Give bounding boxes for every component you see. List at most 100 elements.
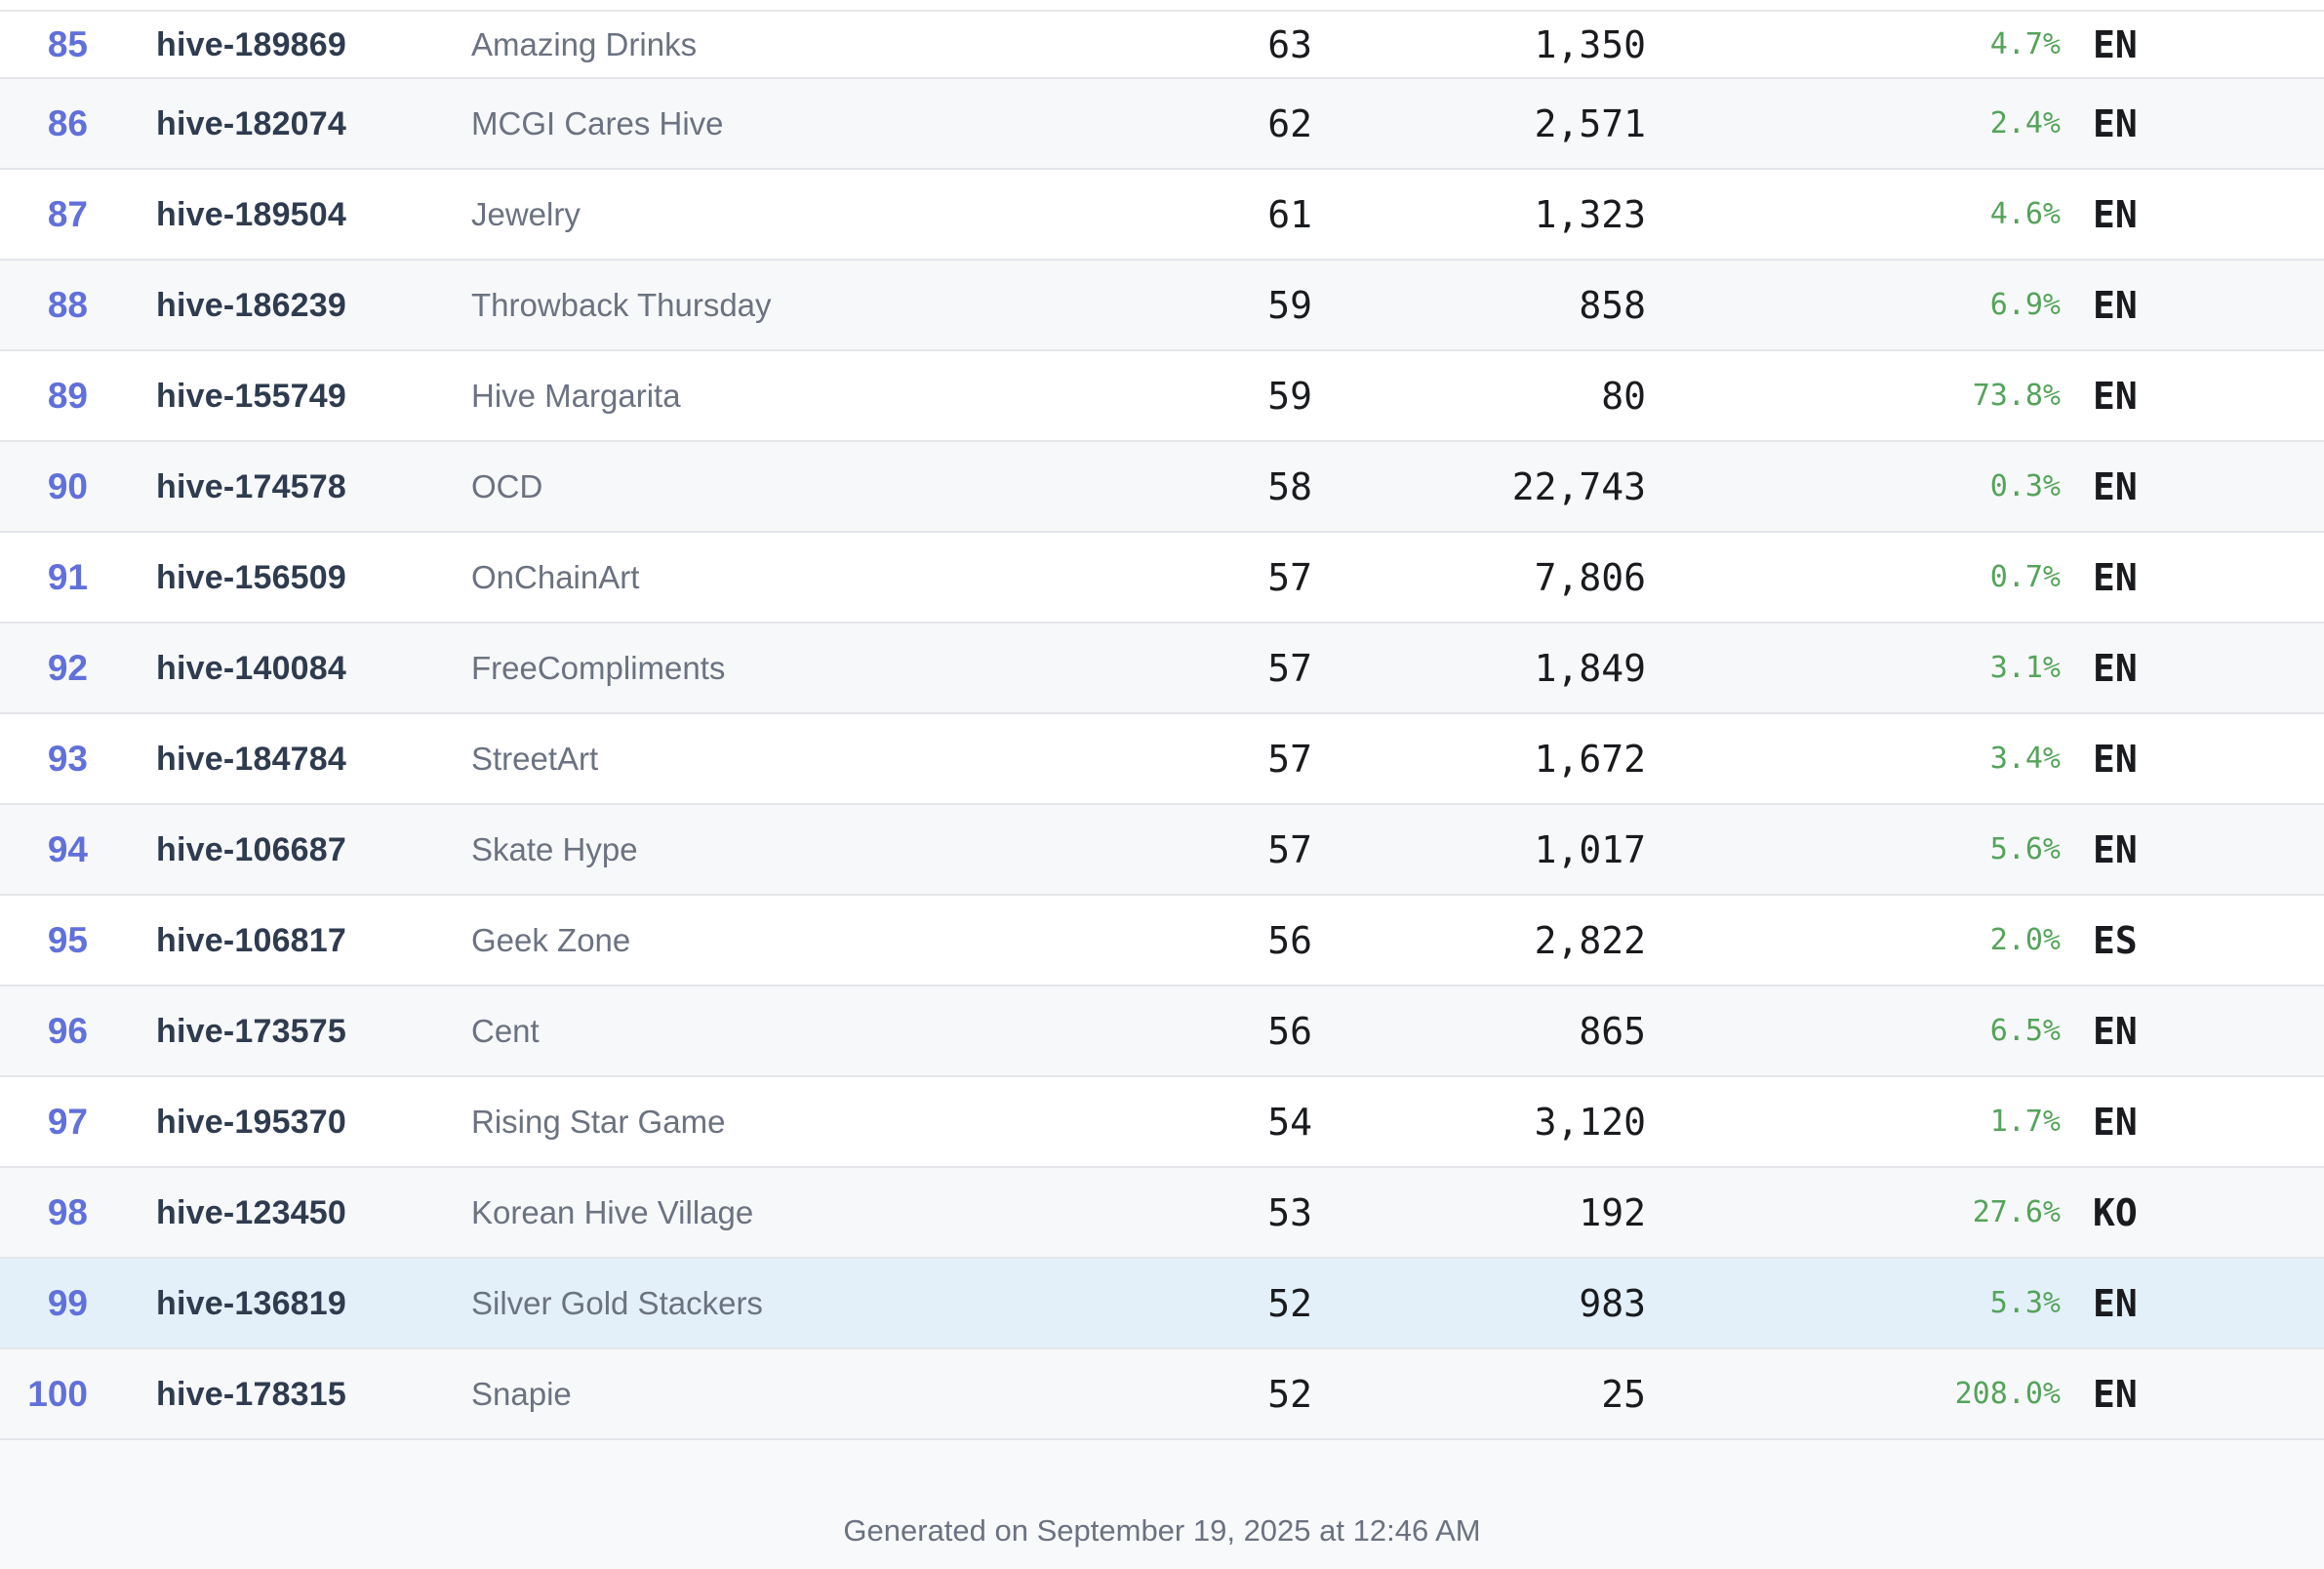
community-id: hive-174578 — [156, 467, 347, 505]
score-value: 62 — [1267, 101, 1312, 145]
table-row: 89 hive-155749 Hive Margarita 59 80 73.8% EN — [0, 351, 2324, 442]
rank-link[interactable]: 95 — [47, 920, 88, 960]
community-id: hive-156509 — [156, 558, 347, 596]
table-row: 95 hive-106817 Geek Zone 56 2,822 2.0% ES — [0, 896, 2324, 986]
subscribers-value: 80 — [1601, 374, 1646, 418]
score-value: 59 — [1267, 374, 1312, 418]
community-name: Skate Hype — [471, 831, 638, 867]
community-name: Hive Margarita — [471, 378, 681, 414]
community-id: hive-106687 — [156, 830, 347, 868]
community-name: Throwback Thursday — [471, 287, 772, 323]
subscribers-value: 3,120 — [1534, 1100, 1646, 1144]
language-code: ES — [2093, 918, 2138, 962]
rank-link[interactable]: 91 — [47, 557, 88, 597]
community-name: MCGI Cares Hive — [471, 105, 724, 141]
language-code: EN — [2093, 737, 2138, 781]
community-name: Cent — [471, 1013, 540, 1049]
leaderboard-table: 85 hive-189869 Amazing Drinks 63 1,350 4.7% EN… — [0, 12, 2324, 1440]
table-row: 86 hive-182074 MCGI Cares Hive 62 2,571 2.4% E… — [0, 79, 2324, 170]
top-divider — [0, 0, 2324, 12]
table-row: 91 hive-156509 OnChainArt 57 7,806 0.7% EN — [0, 533, 2324, 624]
rank-link[interactable]: 99 — [47, 1283, 88, 1323]
rank-link[interactable]: 87 — [47, 194, 88, 234]
language-code: EN — [2093, 1281, 2138, 1325]
rank-link[interactable]: 96 — [47, 1011, 88, 1051]
subscribers-value: 192 — [1579, 1190, 1646, 1234]
language-code: EN — [2093, 1100, 2138, 1144]
generated-timestamp: Generated on September 19, 2025 at 12:46… — [843, 1513, 1481, 1548]
community-id: hive-123450 — [156, 1193, 347, 1231]
rank-link[interactable]: 88 — [47, 285, 88, 325]
rank-link[interactable]: 100 — [27, 1374, 88, 1414]
growth-percent: 3.4% — [1989, 741, 2061, 776]
score-value: 52 — [1267, 1372, 1312, 1416]
rank-link[interactable]: 97 — [47, 1102, 88, 1142]
growth-percent: 5.6% — [1989, 831, 2061, 866]
community-name: Amazing Drinks — [471, 26, 698, 62]
rank-link[interactable]: 93 — [47, 739, 88, 779]
language-code: EN — [2093, 1372, 2138, 1416]
growth-percent: 3.1% — [1989, 650, 2061, 685]
subscribers-value: 2,822 — [1534, 918, 1646, 962]
community-id: hive-178315 — [156, 1375, 347, 1413]
score-value: 59 — [1267, 283, 1312, 327]
language-code: EN — [2093, 827, 2138, 871]
table-row: 97 hive-195370 Rising Star Game 54 3,120 1.7%… — [0, 1077, 2324, 1168]
score-value: 57 — [1267, 646, 1312, 690]
subscribers-value: 865 — [1579, 1009, 1646, 1053]
community-id: hive-155749 — [156, 377, 347, 415]
subscribers-value: 1,672 — [1534, 737, 1646, 781]
growth-percent: 73.8% — [1972, 378, 2061, 413]
subscribers-value: 858 — [1579, 283, 1646, 327]
rank-link[interactable]: 85 — [47, 24, 88, 64]
score-value: 56 — [1267, 918, 1312, 962]
rank-link[interactable]: 98 — [47, 1192, 88, 1232]
table-row: 98 hive-123450 Korean Hive Village 53 192 27.… — [0, 1168, 2324, 1259]
growth-percent: 6.5% — [1989, 1013, 2061, 1048]
language-code: EN — [2093, 374, 2138, 418]
growth-percent: 208.0% — [1954, 1376, 2061, 1411]
community-id: hive-195370 — [156, 1103, 347, 1141]
community-id: hive-173575 — [156, 1012, 347, 1050]
score-value: 56 — [1267, 1009, 1312, 1053]
community-id: hive-186239 — [156, 286, 347, 324]
rank-link[interactable]: 94 — [47, 829, 88, 869]
rank-link[interactable]: 89 — [47, 376, 88, 416]
community-name: Silver Gold Stackers — [471, 1285, 763, 1321]
growth-percent: 2.0% — [1989, 922, 2061, 957]
score-value: 54 — [1267, 1100, 1312, 1144]
subscribers-value: 1,323 — [1534, 192, 1646, 236]
score-value: 61 — [1267, 192, 1312, 236]
growth-percent: 0.3% — [1989, 468, 2061, 503]
community-name: Snapie — [471, 1376, 572, 1412]
language-code: EN — [2093, 192, 2138, 236]
subscribers-value: 2,571 — [1534, 101, 1646, 145]
community-name: FreeCompliments — [471, 650, 726, 686]
growth-percent: 4.6% — [1989, 196, 2061, 231]
table-row: 100 hive-178315 Snapie 52 25 208.0% EN — [0, 1349, 2324, 1440]
community-name: StreetArt — [471, 741, 599, 777]
community-id: hive-140084 — [156, 649, 347, 687]
subscribers-value: 7,806 — [1534, 555, 1646, 599]
community-id: hive-189504 — [156, 195, 347, 233]
subscribers-value: 1,350 — [1534, 22, 1646, 66]
community-name: Rising Star Game — [471, 1104, 726, 1140]
subscribers-value: 1,849 — [1534, 646, 1646, 690]
language-code: EN — [2093, 1009, 2138, 1053]
language-code: EN — [2093, 555, 2138, 599]
rank-link[interactable]: 86 — [47, 103, 88, 143]
growth-percent: 1.7% — [1989, 1104, 2061, 1139]
table-row: 96 hive-173575 Cent 56 865 6.5% EN — [0, 986, 2324, 1077]
footer: Generated on September 19, 2025 at 12:46… — [0, 1440, 2324, 1569]
growth-percent: 0.7% — [1989, 559, 2061, 594]
growth-percent: 2.4% — [1989, 105, 2061, 141]
table-row: 90 hive-174578 OCD 58 22,743 0.3% EN — [0, 442, 2324, 533]
growth-percent: 4.7% — [1989, 26, 2061, 61]
growth-percent: 6.9% — [1989, 287, 2061, 322]
table-row: 92 hive-140084 FreeCompliments 57 1,849 3.1% E… — [0, 624, 2324, 714]
community-id: hive-106817 — [156, 921, 347, 959]
rank-link[interactable]: 92 — [47, 648, 88, 688]
rank-link[interactable]: 90 — [47, 466, 88, 506]
language-code: EN — [2093, 22, 2138, 66]
community-id: hive-182074 — [156, 104, 347, 142]
